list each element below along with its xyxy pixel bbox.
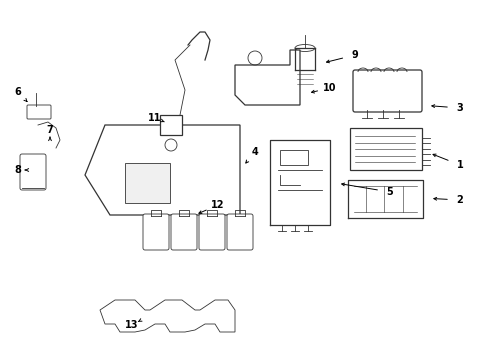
Text: 5: 5 (386, 187, 392, 197)
FancyBboxPatch shape (142, 214, 169, 250)
FancyBboxPatch shape (352, 70, 421, 112)
Text: 8: 8 (15, 165, 21, 175)
Polygon shape (85, 125, 240, 215)
Text: 4: 4 (251, 147, 258, 157)
Polygon shape (280, 150, 307, 165)
Text: 13: 13 (125, 320, 139, 330)
Polygon shape (100, 300, 235, 332)
Polygon shape (349, 128, 421, 170)
Text: 12: 12 (211, 200, 224, 210)
Text: 6: 6 (15, 87, 21, 97)
Text: 3: 3 (456, 103, 463, 113)
Polygon shape (160, 115, 182, 135)
FancyBboxPatch shape (27, 105, 51, 119)
Text: 11: 11 (148, 113, 162, 123)
Text: 7: 7 (46, 125, 53, 135)
Text: 1: 1 (456, 160, 463, 170)
FancyBboxPatch shape (20, 154, 46, 190)
FancyBboxPatch shape (171, 214, 197, 250)
Text: 2: 2 (456, 195, 463, 205)
FancyBboxPatch shape (226, 214, 252, 250)
Polygon shape (235, 50, 299, 105)
Polygon shape (125, 163, 170, 203)
Text: 9: 9 (351, 50, 358, 60)
FancyBboxPatch shape (199, 214, 224, 250)
Text: 10: 10 (323, 83, 336, 93)
